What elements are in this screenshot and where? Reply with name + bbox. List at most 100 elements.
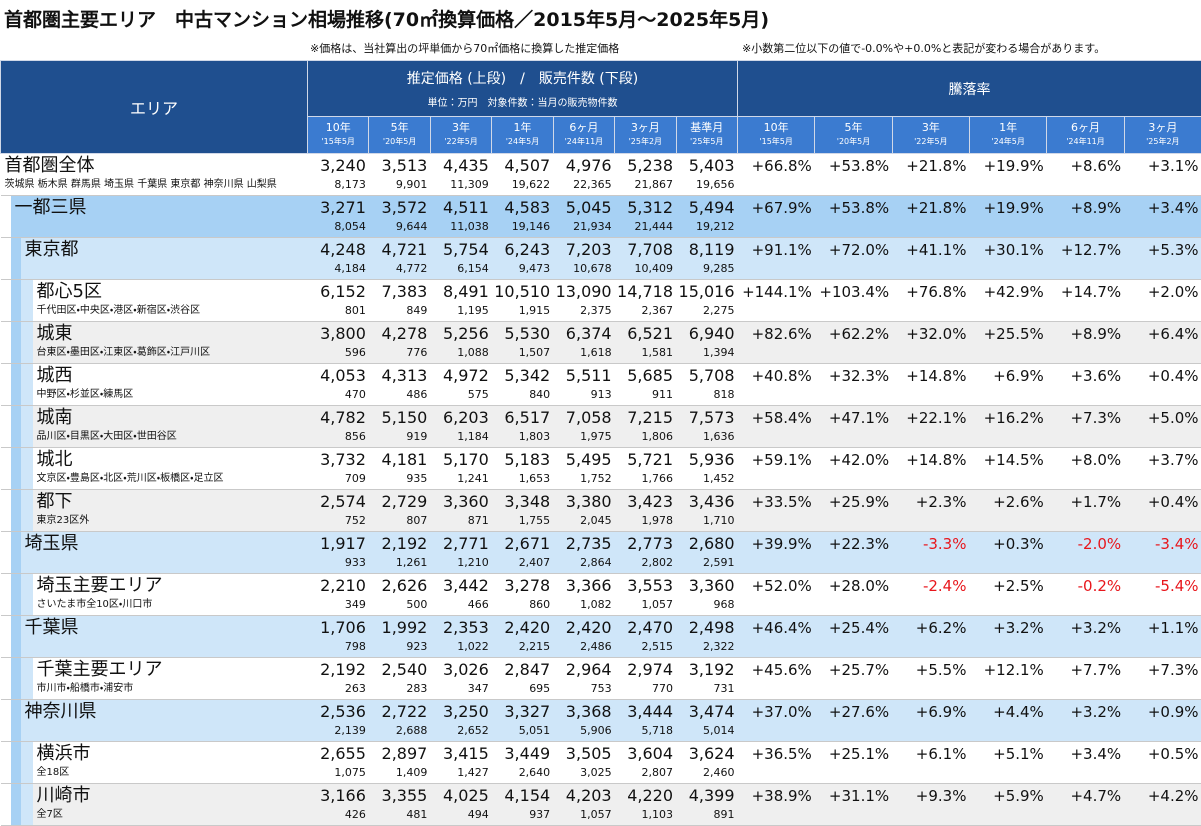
count: 1,394 — [676, 345, 734, 360]
rate-cell: +5.1% — [969, 742, 1046, 784]
indent-strip — [11, 322, 21, 364]
price: 1,992 — [369, 617, 427, 639]
price: 3,449 — [492, 743, 550, 765]
count: 1,915 — [492, 303, 550, 318]
price: 5,183 — [492, 449, 550, 471]
indent-strip — [11, 574, 21, 616]
price: 3,415 — [430, 743, 488, 765]
rate-cell: +3.1% — [1124, 154, 1201, 196]
price: 3,423 — [615, 491, 673, 513]
price: 2,192 — [369, 533, 427, 555]
area-label-box: 首都圏全体茨城県 栃木県 群馬県 埼玉県 千葉県 東京都 神奈川県 山梨県 — [1, 154, 308, 195]
area-label-box: 都心5区千代田区・中央区・港区・新宿区・渋谷区 — [33, 280, 308, 321]
period-label: 基準月 — [677, 121, 737, 135]
price: 5,045 — [553, 197, 611, 219]
price: 5,495 — [553, 449, 611, 471]
area-name: 城東 — [37, 323, 308, 345]
price: 4,782 — [308, 407, 366, 429]
price: 3,026 — [430, 659, 488, 681]
area-label-box: 一都三県 — [11, 196, 308, 237]
price: 7,058 — [553, 407, 611, 429]
price: 4,181 — [369, 449, 427, 471]
rate-cell: +76.8% — [892, 280, 969, 322]
area-label-box: 東京都 — [21, 238, 308, 279]
area-sub: さいたま市全10区・川口市 — [37, 597, 308, 612]
price: 7,708 — [615, 239, 673, 261]
price: 3,624 — [676, 743, 734, 765]
rate-cell: +46.4% — [738, 616, 815, 658]
rate-cell: -3.3% — [892, 532, 969, 574]
count: 2,322 — [676, 639, 734, 654]
count: 11,038 — [430, 219, 488, 234]
rate-cell: +3.2% — [969, 616, 1046, 658]
rate-cell: +37.0% — [738, 700, 815, 742]
area-cell: 東京都 — [1, 238, 308, 280]
count: 2,275 — [676, 303, 734, 318]
price: 4,976 — [553, 155, 611, 177]
note: ※価格は、当社算出の坪単価から70㎡価格に換算した推定価格 — [310, 40, 619, 56]
price: 5,256 — [430, 323, 488, 345]
rate-cell: +2.3% — [892, 490, 969, 532]
count: 500 — [369, 597, 427, 612]
count: 22,365 — [553, 177, 611, 192]
rate-cell: +3.4% — [1047, 742, 1124, 784]
price: 2,470 — [615, 617, 673, 639]
count: 2,460 — [676, 765, 734, 780]
price: 5,342 — [492, 365, 550, 387]
count: 9,285 — [676, 261, 734, 276]
rate-cell: +25.1% — [815, 742, 892, 784]
count: 1,653 — [492, 471, 550, 486]
period-label: 5年 — [815, 121, 891, 135]
price: 2,192 — [308, 659, 366, 681]
price: 5,312 — [615, 197, 673, 219]
month-label: '15年5月 — [308, 135, 368, 149]
count: 4,772 — [369, 261, 427, 276]
count: 1,507 — [492, 345, 550, 360]
area-sub: 市川市・船橋市・浦安市 — [37, 681, 308, 696]
area-cell: 城西中野区・杉並区・練馬区 — [1, 364, 308, 406]
area-label-box: 埼玉県 — [21, 532, 308, 573]
count: 753 — [553, 681, 611, 696]
count: 2,864 — [553, 555, 611, 570]
price: 2,847 — [492, 659, 550, 681]
rate-cell: +72.0% — [815, 238, 892, 280]
price: 2,626 — [369, 575, 427, 597]
count: 923 — [369, 639, 427, 654]
rate-cell: +62.2% — [815, 322, 892, 364]
count: 263 — [308, 681, 366, 696]
price: 2,210 — [308, 575, 366, 597]
period-label: 1年 — [970, 121, 1046, 135]
price: 2,735 — [553, 533, 611, 555]
price: 7,383 — [369, 281, 427, 303]
period-label: 3年 — [431, 121, 491, 135]
rate-cell: +4.2% — [1124, 784, 1201, 826]
count: 968 — [676, 597, 734, 612]
price: 3,513 — [369, 155, 427, 177]
price: 4,583 — [492, 197, 550, 219]
count: 5,051 — [492, 723, 550, 738]
count: 2,486 — [553, 639, 611, 654]
count: 1,452 — [676, 471, 734, 486]
count: 1,978 — [615, 513, 673, 528]
count: 19,146 — [492, 219, 550, 234]
area-name: 都心5区 — [37, 281, 308, 303]
count: 2,807 — [615, 765, 673, 780]
price: 5,530 — [492, 323, 550, 345]
